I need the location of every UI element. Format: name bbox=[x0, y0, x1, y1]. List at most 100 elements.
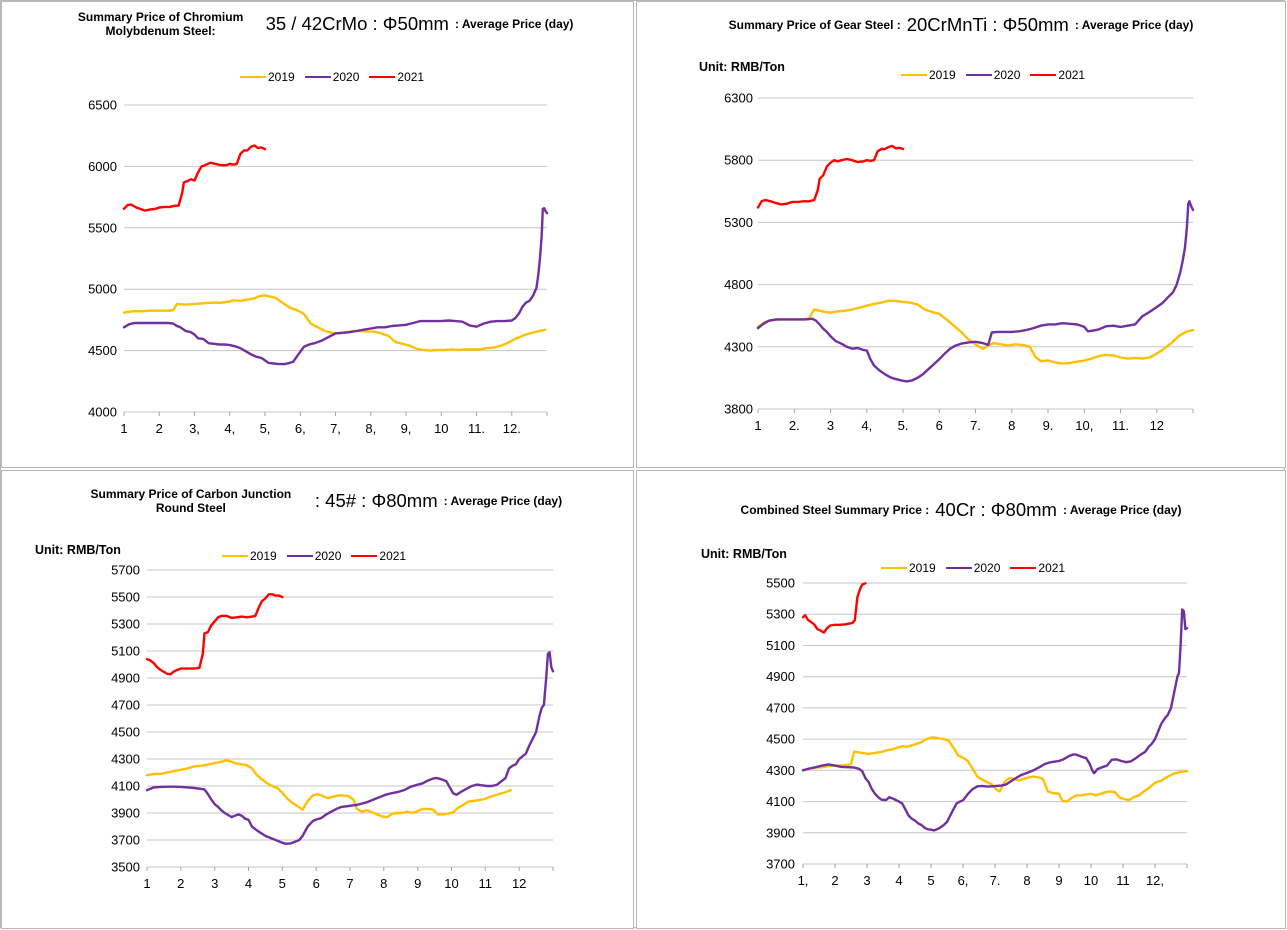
svg-text:4500: 4500 bbox=[766, 732, 795, 747]
legend-label: 2019 bbox=[250, 549, 277, 563]
legend-line-swatch-2019 bbox=[222, 555, 248, 557]
svg-text:5: 5 bbox=[279, 876, 286, 891]
legend-item-2019: 2019 bbox=[222, 549, 277, 563]
legend-line-swatch-2021 bbox=[369, 76, 396, 78]
legend-line-swatch-2021 bbox=[1030, 74, 1057, 76]
legend-item-2020: 2020 bbox=[965, 68, 1021, 82]
svg-text:3700: 3700 bbox=[111, 833, 140, 848]
legend-label: 2019 bbox=[929, 68, 956, 82]
legend-item-2021: 2021 bbox=[351, 549, 406, 563]
title-suffix: : Average Price (day) bbox=[1062, 503, 1182, 517]
svg-text:6: 6 bbox=[313, 876, 320, 891]
legend: 2019 2020 2021 bbox=[240, 70, 424, 84]
title-product: 35 / 42CrMo : Φ50mm bbox=[265, 13, 449, 34]
svg-text:2: 2 bbox=[177, 876, 184, 891]
svg-text:6: 6 bbox=[936, 418, 943, 433]
svg-text:4,: 4, bbox=[224, 421, 235, 436]
line-chart: 3500 3700 3900 4100 4300 4500 4700 4900 5100 5300… bbox=[111, 563, 555, 891]
svg-text:10: 10 bbox=[444, 876, 458, 891]
chart-panel-combined-steel: Combined Steel Summary Price : 40Cr : Φ8… bbox=[636, 470, 1286, 929]
svg-text:8,: 8, bbox=[365, 421, 376, 436]
svg-text:3: 3 bbox=[863, 873, 870, 888]
chart-title: Summary Price of Carbon Junction Round S… bbox=[2, 487, 633, 515]
svg-text:9,: 9, bbox=[401, 421, 412, 436]
chart-panel-carbon-round-steel: Summary Price of Carbon Junction Round S… bbox=[1, 470, 634, 929]
svg-text:1: 1 bbox=[143, 876, 150, 891]
legend-item-2021: 2021 bbox=[369, 70, 424, 84]
svg-text:3900: 3900 bbox=[766, 825, 795, 840]
legend-label: 2021 bbox=[1058, 68, 1086, 82]
svg-text:4500: 4500 bbox=[111, 725, 140, 740]
svg-text:5100: 5100 bbox=[111, 644, 140, 659]
legend-item-2021: 2021 bbox=[1010, 561, 1065, 575]
svg-text:6,: 6, bbox=[295, 421, 306, 436]
legend-label: 2020 bbox=[332, 70, 360, 84]
legend-label: 2020 bbox=[314, 549, 342, 563]
title-product: 40Cr : Φ80mm bbox=[935, 499, 1057, 520]
legend-label: 2021 bbox=[1038, 561, 1066, 575]
chart-panel-chromium-molybdenum: Summary Price of Chromium Molybdenum Ste… bbox=[1, 1, 634, 468]
svg-text:8: 8 bbox=[1023, 873, 1030, 888]
svg-text:7,: 7, bbox=[330, 421, 341, 436]
svg-text:10: 10 bbox=[434, 421, 448, 436]
svg-text:10,: 10, bbox=[1075, 418, 1093, 433]
svg-text:5700: 5700 bbox=[111, 563, 140, 578]
svg-text:12: 12 bbox=[1150, 418, 1164, 433]
legend-item-2019: 2019 bbox=[240, 70, 295, 84]
title-prefix: Summary Price of Carbon Junction Round S… bbox=[90, 487, 295, 515]
svg-text:8: 8 bbox=[1008, 418, 1015, 433]
svg-text:3700: 3700 bbox=[766, 857, 795, 872]
svg-text:4900: 4900 bbox=[111, 671, 140, 686]
title-suffix: : Average Price (day) bbox=[454, 17, 574, 31]
legend-line-swatch-2019 bbox=[240, 76, 266, 78]
legend-label: 2021 bbox=[397, 70, 425, 84]
svg-text:4100: 4100 bbox=[111, 779, 140, 794]
svg-text:11: 11 bbox=[479, 876, 493, 891]
svg-text:7.: 7. bbox=[970, 418, 981, 433]
svg-text:3: 3 bbox=[827, 418, 834, 433]
svg-text:6,: 6, bbox=[958, 873, 969, 888]
svg-text:1: 1 bbox=[120, 421, 127, 436]
legend-line-swatch-2021 bbox=[1010, 567, 1037, 569]
legend-label: 2020 bbox=[993, 68, 1021, 82]
svg-text:12.: 12. bbox=[503, 421, 521, 436]
svg-text:4500: 4500 bbox=[88, 343, 117, 358]
svg-text:3500: 3500 bbox=[111, 860, 140, 875]
svg-text:5300: 5300 bbox=[724, 215, 753, 230]
svg-text:12,: 12, bbox=[1146, 873, 1164, 888]
svg-text:2.: 2. bbox=[789, 418, 800, 433]
chart-title: Summary Price of Chromium Molybdenum Ste… bbox=[2, 10, 633, 38]
legend-line-swatch-2020 bbox=[286, 555, 313, 557]
unit-label: Unit: RMB/Ton bbox=[699, 60, 785, 74]
svg-text:6300: 6300 bbox=[724, 91, 753, 106]
svg-text:10: 10 bbox=[1084, 873, 1098, 888]
title-suffix: : Average Price (day) bbox=[1074, 18, 1194, 32]
svg-text:8: 8 bbox=[380, 876, 387, 891]
legend: 2019 2020 2021 bbox=[901, 68, 1085, 82]
svg-text:4800: 4800 bbox=[724, 277, 753, 292]
svg-text:7: 7 bbox=[346, 876, 353, 891]
svg-text:9.: 9. bbox=[1043, 418, 1054, 433]
svg-text:5500: 5500 bbox=[766, 576, 795, 591]
legend: 2019 2020 2021 bbox=[222, 549, 406, 563]
legend-label: 2019 bbox=[268, 70, 295, 84]
legend-item-2021: 2021 bbox=[1030, 68, 1085, 82]
title-prefix: Summary Price of Gear Steel : bbox=[728, 18, 901, 32]
legend-item-2020: 2020 bbox=[304, 70, 360, 84]
legend-label: 2021 bbox=[379, 549, 407, 563]
title-product: : 45# : Φ80mm bbox=[314, 490, 438, 511]
svg-text:11.: 11. bbox=[1112, 418, 1129, 433]
chart-panel-gear-steel: Summary Price of Gear Steel : 20CrMnTi :… bbox=[636, 1, 1286, 468]
svg-text:4300: 4300 bbox=[724, 339, 753, 354]
legend-item-2020: 2020 bbox=[286, 549, 342, 563]
svg-text:5300: 5300 bbox=[766, 607, 795, 622]
legend-item-2019: 2019 bbox=[901, 68, 956, 82]
svg-text:6000: 6000 bbox=[88, 159, 117, 174]
legend-item-2020: 2020 bbox=[945, 561, 1001, 575]
title-prefix: Summary Price of Chromium Molybdenum Ste… bbox=[77, 10, 247, 38]
svg-text:4700: 4700 bbox=[766, 700, 795, 715]
legend-label: 2020 bbox=[973, 561, 1001, 575]
svg-text:4100: 4100 bbox=[766, 794, 795, 809]
svg-text:5: 5 bbox=[927, 873, 934, 888]
